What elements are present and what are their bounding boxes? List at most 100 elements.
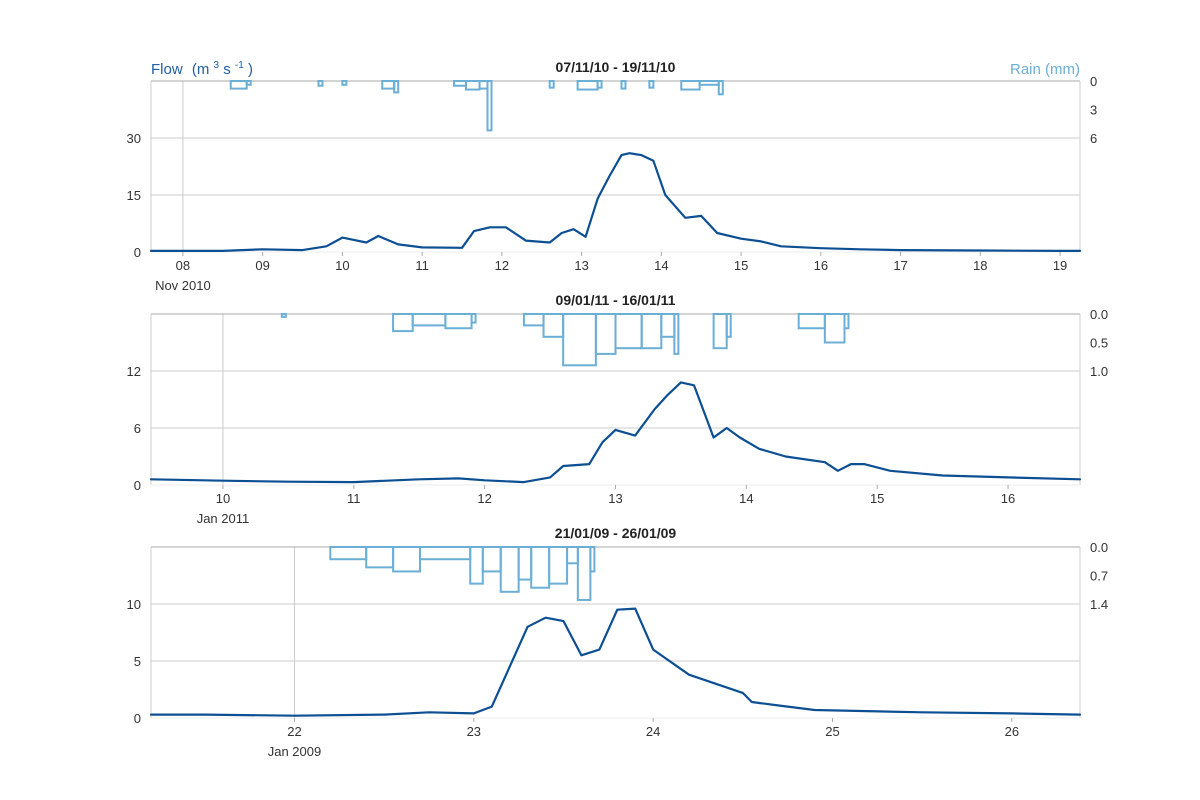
xtick-label: 17 — [893, 258, 907, 273]
flow-axis-title-unit-end: ) — [248, 61, 253, 78]
xtick-label: 25 — [825, 724, 839, 739]
axis-titles: Flow (m 3 s -1 ) Rain (mm) — [151, 55, 1080, 78]
rain-bar — [444, 313, 473, 330]
rain-bar — [594, 313, 617, 355]
rain-bar — [317, 80, 324, 87]
rain-bar — [453, 80, 467, 87]
rain-bar — [365, 546, 395, 569]
flow-series-line — [149, 381, 1082, 484]
rain-bar — [648, 80, 655, 89]
rain-bar — [329, 546, 368, 561]
flow-axis-title-unit-base: (m — [192, 61, 210, 78]
rain-bar — [673, 313, 680, 355]
rain-bar — [589, 546, 596, 573]
rain-ytick-label: 1.4 — [1090, 597, 1108, 612]
rain-bar — [562, 313, 597, 367]
flow-ytick-label: 10 — [127, 597, 141, 612]
flow-ytick-label: 0 — [134, 711, 141, 726]
rain-bar — [542, 313, 565, 338]
rain-bar — [393, 80, 400, 94]
period-label: Jan 2011 — [197, 511, 250, 526]
rain-bar — [411, 313, 447, 327]
flow-series-line — [149, 152, 1082, 252]
xtick-label: 10 — [216, 491, 230, 506]
rain-bar — [725, 313, 732, 338]
flow-ytick-label: 0 — [134, 245, 141, 260]
panel-title: 21/01/09 - 26/01/09 — [555, 525, 677, 541]
rain-bar — [341, 80, 348, 86]
rain-ytick-label: 0 — [1090, 74, 1097, 89]
xtick-label: 11 — [415, 258, 429, 273]
rain-ytick-label: 0.0 — [1090, 307, 1108, 322]
rain-bar — [245, 80, 252, 86]
xtick-label: 13 — [608, 491, 622, 506]
panel-title: 07/11/10 - 19/11/10 — [556, 59, 676, 75]
rain-ytick-label: 6 — [1090, 131, 1097, 146]
xtick-label: 09 — [255, 258, 269, 273]
flow-axis-title-unit-mid: s — [223, 61, 231, 78]
rain-bar — [614, 313, 643, 350]
rain-bar — [596, 80, 603, 89]
rain-axis-title: Rain (mm) — [1010, 61, 1080, 78]
xtick-label: 18 — [973, 258, 987, 273]
xtick-label: 19 — [1053, 258, 1067, 273]
xtick-label: 12 — [477, 491, 491, 506]
rain-bar — [381, 80, 396, 90]
period-label: Nov 2010 — [155, 278, 211, 293]
rain-bar — [486, 80, 493, 132]
xtick-label: 26 — [1005, 724, 1019, 739]
xtick-label: 15 — [734, 258, 748, 273]
panel-3: 0 5 10 0.0 0.7 1.4 22 23 24 25 26 Jan 2009 21/01/09 … — [127, 525, 1109, 759]
rain-bar — [517, 546, 533, 581]
xtick-label: 14 — [654, 258, 668, 273]
rain-bar — [548, 80, 555, 89]
rain-bar — [823, 313, 846, 344]
period-label: Jan 2009 — [268, 744, 322, 759]
rain-ytick-label: 0.0 — [1090, 540, 1108, 555]
rain-bar — [229, 80, 248, 90]
rain-ytick-label: 3 — [1090, 103, 1097, 118]
panel-title: 09/01/11 - 16/01/11 — [556, 292, 676, 308]
rain-bar — [843, 313, 850, 330]
rain-ytick-label: 0.7 — [1090, 569, 1108, 584]
flow-ytick-label: 5 — [134, 654, 141, 669]
rain-bar — [280, 313, 287, 318]
xtick-label: 22 — [287, 724, 301, 739]
flow-ytick-label: 30 — [127, 131, 141, 146]
rain-bar — [566, 546, 579, 565]
xtick-label: 13 — [574, 258, 588, 273]
xtick-label: 23 — [467, 724, 481, 739]
xtick-label: 24 — [646, 724, 660, 739]
rain-bar — [481, 546, 502, 573]
rain-bar — [419, 546, 472, 561]
rain-bar — [464, 80, 481, 91]
rain-bar — [530, 546, 551, 589]
rain-bar — [392, 546, 422, 573]
panel-2: 0 6 12 0.0 0.5 1.0 10 11 12 13 14 15 16 Jan 2011 09/01… — [127, 292, 1109, 526]
rain-bar — [680, 80, 701, 91]
rain-bar — [712, 313, 728, 350]
xtick-label: 11 — [347, 491, 361, 506]
rain-bar — [469, 546, 484, 585]
flow-axis-title: Flow (m 3 s -1 ) — [151, 55, 253, 78]
rain-bar — [522, 313, 545, 327]
xtick-label: 16 — [1001, 491, 1015, 506]
flow-ytick-label: 0 — [134, 478, 141, 493]
rain-bar — [392, 313, 414, 333]
rain-ytick-label: 1.0 — [1090, 364, 1108, 379]
rain-bar — [797, 313, 826, 330]
flow-ytick-label: 15 — [127, 188, 141, 203]
flow-ytick-label: 6 — [134, 421, 141, 436]
rain-bar — [470, 313, 477, 324]
rain-bar — [548, 546, 569, 585]
rain-bar — [698, 80, 720, 86]
rain-bar — [576, 546, 592, 601]
rain-bar — [717, 80, 724, 96]
rain-bar — [660, 313, 676, 338]
flow-axis-title-word: Flow — [151, 61, 183, 78]
flow-series-line — [149, 607, 1082, 717]
rain-bar — [478, 80, 489, 90]
rain-bar — [499, 546, 520, 593]
xtick-label: 10 — [335, 258, 349, 273]
